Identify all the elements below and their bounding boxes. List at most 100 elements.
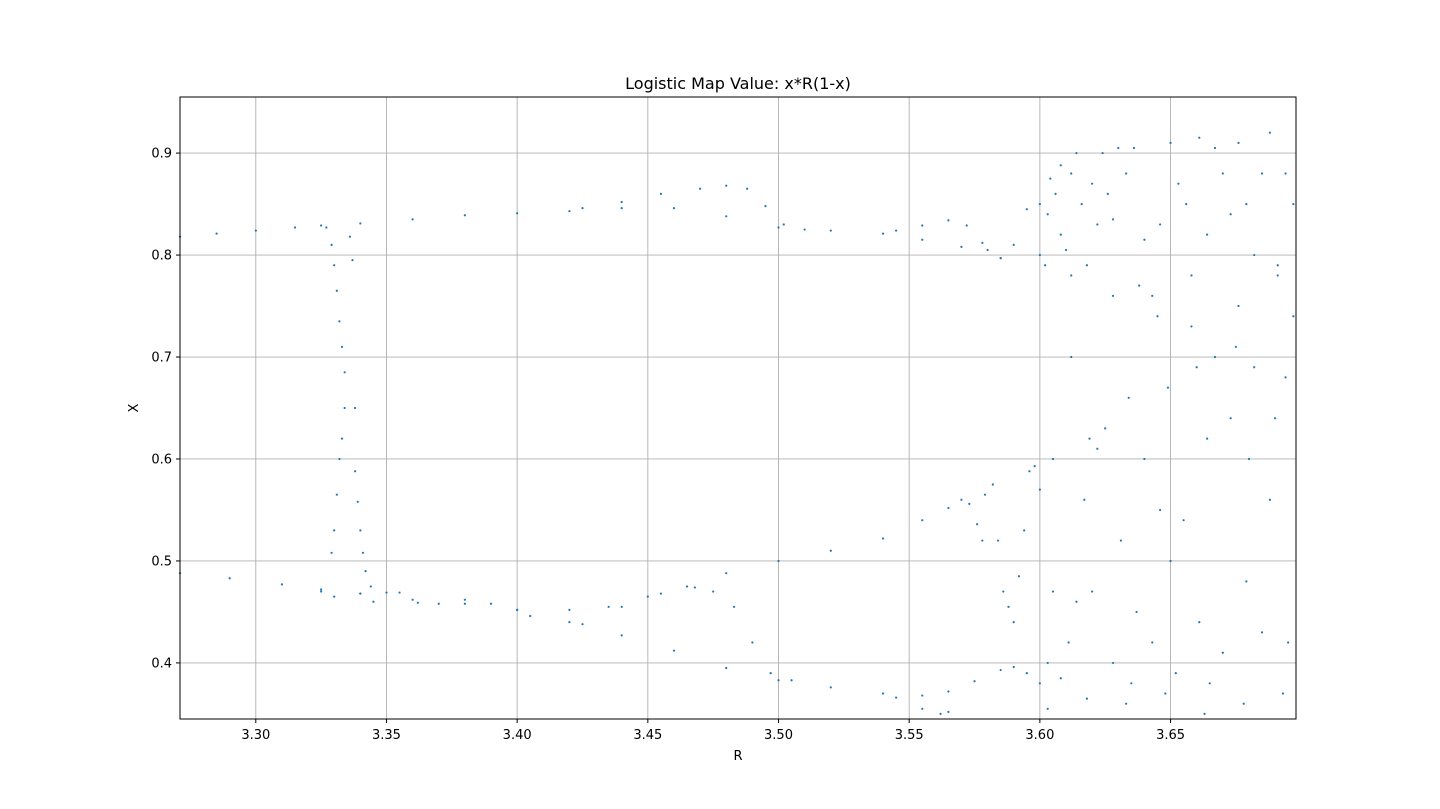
data-point xyxy=(1119,539,1122,542)
x-tick-label: 3.30 xyxy=(241,728,270,743)
data-point xyxy=(1070,172,1073,175)
data-point xyxy=(1229,213,1232,216)
data-point xyxy=(1151,294,1154,297)
data-point xyxy=(1049,177,1052,180)
data-point xyxy=(1169,141,1172,144)
data-point xyxy=(672,207,676,210)
data-point xyxy=(338,320,341,323)
data-point xyxy=(725,215,728,218)
data-point xyxy=(1054,192,1057,195)
data-point xyxy=(320,224,323,227)
data-point xyxy=(921,238,924,241)
data-point xyxy=(947,506,950,510)
data-point xyxy=(1117,146,1120,150)
data-point xyxy=(1268,131,1271,134)
grid-lines xyxy=(180,97,1296,719)
data-point xyxy=(516,608,519,611)
data-point xyxy=(1221,172,1224,175)
data-point xyxy=(1253,366,1256,369)
data-point xyxy=(983,493,987,496)
data-point xyxy=(921,224,924,227)
y-tick-label: 0.4 xyxy=(151,656,172,671)
data-point xyxy=(699,187,702,190)
data-point xyxy=(947,219,950,222)
x-tick-label: 3.35 xyxy=(372,728,401,743)
data-point xyxy=(777,559,780,563)
data-point xyxy=(581,207,584,210)
data-point xyxy=(725,184,728,187)
data-point xyxy=(1174,672,1177,675)
x-axis: 3.30 3.35 3.40 3.45 3.50 3.55 3.60 3.65 xyxy=(241,719,1185,743)
data-point xyxy=(1025,208,1028,211)
data-point xyxy=(1213,355,1217,359)
data-point xyxy=(280,583,284,586)
data-point xyxy=(1070,355,1073,359)
data-point xyxy=(829,686,832,689)
data-point xyxy=(325,226,328,229)
data-point xyxy=(939,712,942,716)
data-point xyxy=(1096,447,1099,450)
data-point xyxy=(1245,580,1248,583)
data-point xyxy=(1075,151,1078,155)
data-point xyxy=(335,493,338,496)
data-point xyxy=(1012,665,1015,669)
x-tick-label: 3.45 xyxy=(633,728,662,743)
data-point xyxy=(947,690,950,693)
data-point xyxy=(385,591,388,594)
data-point xyxy=(1125,172,1128,175)
data-point xyxy=(981,539,984,542)
data-point xyxy=(725,666,728,670)
data-point xyxy=(921,694,924,697)
data-point xyxy=(1101,151,1104,155)
x-tick-label: 3.50 xyxy=(764,728,793,743)
data-point xyxy=(359,592,362,595)
data-point xyxy=(348,235,351,238)
data-point xyxy=(1064,248,1068,252)
data-point xyxy=(320,590,323,593)
x-tick-label: 3.55 xyxy=(895,728,924,743)
data-point xyxy=(1002,590,1005,593)
data-point xyxy=(1111,294,1115,297)
data-point xyxy=(1195,366,1198,369)
data-point xyxy=(568,621,571,624)
data-point xyxy=(1268,498,1271,501)
x-axis-label: R xyxy=(733,749,742,764)
y-tick-label: 0.6 xyxy=(151,452,172,467)
data-point xyxy=(1260,172,1264,175)
data-point xyxy=(364,570,367,573)
data-point xyxy=(333,595,336,598)
data-point xyxy=(960,498,963,501)
data-point xyxy=(976,523,979,526)
data-point xyxy=(1260,631,1264,634)
data-point xyxy=(333,264,336,267)
data-point xyxy=(516,212,519,215)
data-point xyxy=(1051,457,1055,461)
data-point xyxy=(1151,641,1154,644)
data-point xyxy=(829,549,832,552)
data-point xyxy=(1130,682,1133,685)
data-point xyxy=(1237,304,1240,308)
data-point xyxy=(361,551,365,554)
data-point xyxy=(947,710,950,713)
data-point xyxy=(1038,682,1041,685)
data-point xyxy=(620,605,623,608)
data-point xyxy=(1104,427,1107,430)
data-point xyxy=(1247,457,1251,461)
data-point xyxy=(968,502,971,505)
plot-frame xyxy=(179,96,1297,720)
data-point xyxy=(1229,417,1232,420)
data-point xyxy=(1125,702,1128,705)
data-point xyxy=(529,614,532,618)
data-point xyxy=(1185,202,1188,206)
data-point xyxy=(1091,590,1094,593)
y-tick-label: 0.7 xyxy=(151,351,172,366)
y-tick-label: 0.8 xyxy=(151,249,172,264)
data-point xyxy=(746,187,749,190)
data-point xyxy=(351,259,354,262)
data-point xyxy=(1046,213,1049,216)
data-point xyxy=(411,598,414,601)
data-point xyxy=(607,605,610,608)
data-point xyxy=(777,679,780,682)
data-point xyxy=(1198,621,1201,624)
data-point xyxy=(1206,437,1209,440)
